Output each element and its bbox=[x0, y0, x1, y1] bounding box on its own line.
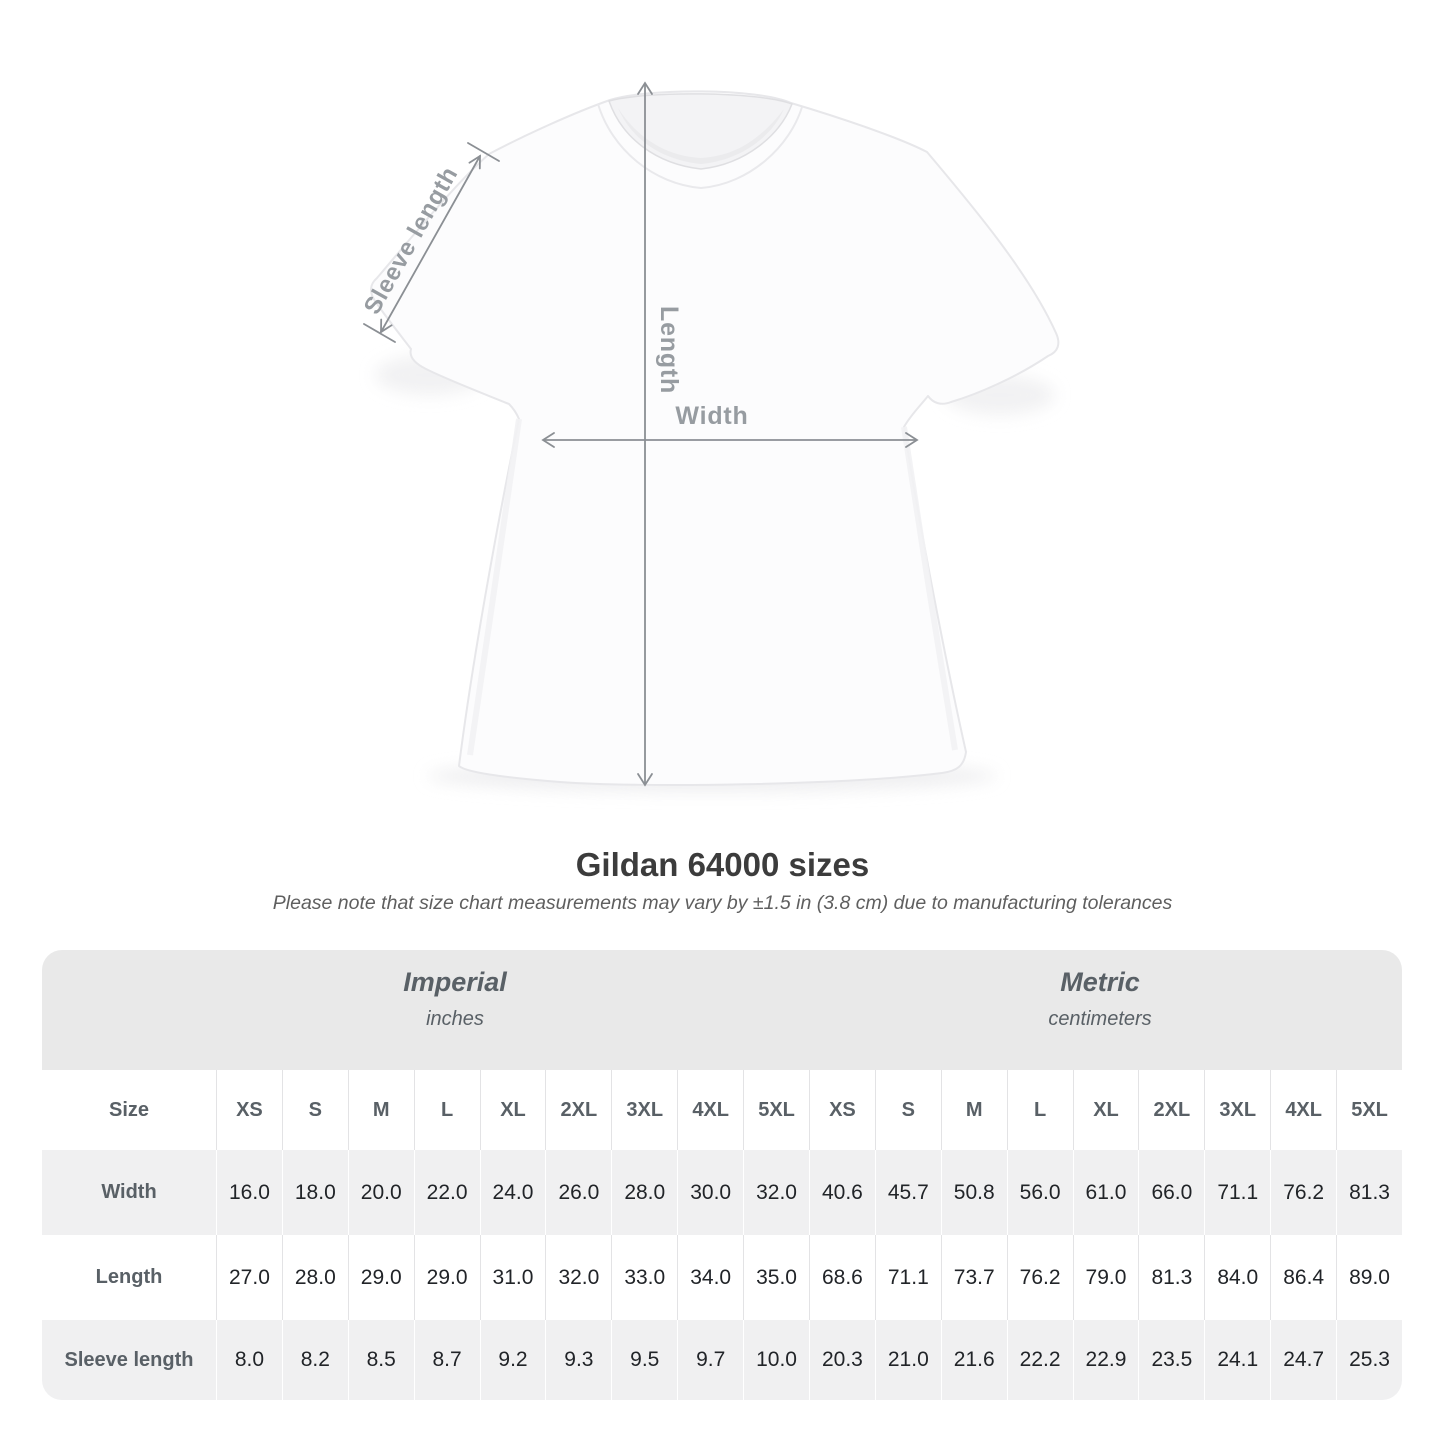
metric-group-header: Metric centimeters bbox=[1048, 967, 1151, 1031]
dimension-tick bbox=[467, 142, 500, 162]
cell-length-metric-l: 76.2 bbox=[1006, 1235, 1073, 1320]
cell-width-imperial-s: 18.0 bbox=[281, 1150, 348, 1235]
cell-sleeve-length-metric-s: 21.0 bbox=[874, 1320, 941, 1400]
cell-length-imperial-xs: 27.0 bbox=[216, 1235, 282, 1320]
cell-width-imperial-3xl: 28.0 bbox=[611, 1150, 678, 1235]
cell-sleeve-length-metric-m: 21.6 bbox=[940, 1320, 1007, 1400]
cell-sleeve-length-imperial-m: 8.5 bbox=[347, 1320, 414, 1400]
sleeve-length-arrow bbox=[363, 142, 500, 343]
cell-width-metric-3xl: 71.1 bbox=[1204, 1150, 1271, 1235]
cell-length-metric-3xl: 84.0 bbox=[1204, 1235, 1271, 1320]
cell-sleeve-length-metric-4xl: 24.7 bbox=[1270, 1320, 1337, 1400]
cell-width-imperial-xs: 16.0 bbox=[216, 1150, 282, 1235]
tshirt-image bbox=[370, 90, 1060, 786]
row-label-width: Width bbox=[42, 1150, 216, 1235]
size-header-metric-2xl: 2XL bbox=[1138, 1070, 1205, 1150]
cell-length-imperial-xl: 31.0 bbox=[479, 1235, 546, 1320]
size-header-metric-4xl: 4XL bbox=[1270, 1070, 1337, 1150]
sleeve-length-label: Sleeve length bbox=[359, 162, 464, 319]
row-label-sleeve-length: Sleeve length bbox=[42, 1320, 216, 1400]
width-arrow bbox=[541, 432, 919, 448]
size-header-metric-3xl: 3XL bbox=[1204, 1070, 1271, 1150]
size-header-metric-xl: XL bbox=[1072, 1070, 1139, 1150]
cell-width-imperial-2xl: 26.0 bbox=[545, 1150, 612, 1235]
cell-length-imperial-m: 29.0 bbox=[347, 1235, 414, 1320]
cell-sleeve-length-imperial-xl: 9.2 bbox=[479, 1320, 546, 1400]
size-header-imperial-xl: XL bbox=[479, 1070, 546, 1150]
cell-sleeve-length-imperial-xs: 8.0 bbox=[216, 1320, 282, 1400]
cell-length-imperial-2xl: 32.0 bbox=[545, 1235, 612, 1320]
cell-sleeve-length-imperial-s: 8.2 bbox=[281, 1320, 348, 1400]
cell-width-imperial-5xl: 32.0 bbox=[743, 1150, 809, 1235]
cell-length-metric-m: 73.7 bbox=[940, 1235, 1007, 1320]
size-header-metric-l: L bbox=[1006, 1070, 1073, 1150]
cell-sleeve-length-metric-xl: 22.9 bbox=[1072, 1320, 1139, 1400]
unit-group-header-band: Imperial inches Metric centimeters bbox=[42, 950, 1402, 1070]
cell-width-imperial-l: 22.0 bbox=[413, 1150, 480, 1235]
cell-width-imperial-m: 20.0 bbox=[347, 1150, 414, 1235]
size-header-metric-m: M bbox=[940, 1070, 1007, 1150]
length-arrow bbox=[637, 81, 653, 787]
size-column-header: Size bbox=[42, 1070, 216, 1150]
size-table-grid: Size XS S M L XL 2XL 3XL 4XL 5XL XS S M L XL 2XL 3XL 4XL 5… bbox=[42, 1070, 1402, 1400]
imperial-group-header: Imperial inches bbox=[403, 967, 507, 1031]
cell-width-metric-2xl: 66.0 bbox=[1138, 1150, 1205, 1235]
cell-sleeve-length-metric-l: 22.2 bbox=[1006, 1320, 1073, 1400]
cell-length-metric-s: 71.1 bbox=[874, 1235, 941, 1320]
tshirt-measurement-diagram: Sleeve length Length Width bbox=[359, 81, 1060, 792]
cell-width-imperial-xl: 24.0 bbox=[479, 1150, 546, 1235]
length-label: Length bbox=[655, 306, 683, 394]
cell-length-metric-xs: 68.6 bbox=[808, 1235, 875, 1320]
cell-length-imperial-5xl: 35.0 bbox=[743, 1235, 809, 1320]
size-header-imperial-2xl: 2XL bbox=[545, 1070, 612, 1150]
size-header-imperial-4xl: 4XL bbox=[677, 1070, 744, 1150]
tshirt-shadow bbox=[375, 355, 1055, 792]
cell-sleeve-length-imperial-l: 8.7 bbox=[413, 1320, 480, 1400]
cell-length-metric-5xl: 89.0 bbox=[1336, 1235, 1402, 1320]
cell-width-metric-l: 56.0 bbox=[1006, 1150, 1073, 1235]
cell-length-imperial-4xl: 34.0 bbox=[677, 1235, 744, 1320]
size-header-imperial-3xl: 3XL bbox=[611, 1070, 678, 1150]
cell-sleeve-length-imperial-5xl: 10.0 bbox=[743, 1320, 809, 1400]
cell-length-imperial-3xl: 33.0 bbox=[611, 1235, 678, 1320]
cell-length-imperial-l: 29.0 bbox=[413, 1235, 480, 1320]
cell-sleeve-length-metric-5xl: 25.3 bbox=[1336, 1320, 1402, 1400]
imperial-group-title: Imperial bbox=[403, 967, 507, 997]
cell-width-metric-xs: 40.6 bbox=[808, 1150, 875, 1235]
cell-width-metric-s: 45.7 bbox=[874, 1150, 941, 1235]
cell-length-metric-2xl: 81.3 bbox=[1138, 1235, 1205, 1320]
size-header-imperial-xs: XS bbox=[216, 1070, 282, 1150]
cell-width-metric-m: 50.8 bbox=[940, 1150, 1007, 1235]
cell-width-imperial-4xl: 30.0 bbox=[677, 1150, 744, 1235]
cell-length-imperial-s: 28.0 bbox=[281, 1235, 348, 1320]
cell-sleeve-length-imperial-4xl: 9.7 bbox=[677, 1320, 744, 1400]
cell-width-metric-5xl: 81.3 bbox=[1336, 1150, 1402, 1235]
cell-width-metric-xl: 61.0 bbox=[1072, 1150, 1139, 1235]
cell-sleeve-length-imperial-3xl: 9.5 bbox=[611, 1320, 678, 1400]
size-header-metric-5xl: 5XL bbox=[1336, 1070, 1402, 1150]
size-header-imperial-m: M bbox=[347, 1070, 414, 1150]
cell-sleeve-length-imperial-2xl: 9.3 bbox=[545, 1320, 612, 1400]
cell-width-metric-4xl: 76.2 bbox=[1270, 1150, 1337, 1235]
cell-length-metric-4xl: 86.4 bbox=[1270, 1235, 1337, 1320]
cell-sleeve-length-metric-2xl: 23.5 bbox=[1138, 1320, 1205, 1400]
size-chart-table: Imperial inches Metric centimeters Size X… bbox=[42, 950, 1402, 1400]
imperial-group-subtitle: inches bbox=[426, 1008, 484, 1030]
cell-length-metric-xl: 79.0 bbox=[1072, 1235, 1139, 1320]
size-header-imperial-s: S bbox=[281, 1070, 348, 1150]
size-header-imperial-l: L bbox=[413, 1070, 480, 1150]
tolerance-note: Please note that size chart measurements… bbox=[272, 892, 1173, 914]
size-header-metric-xs: XS bbox=[808, 1070, 875, 1150]
size-header-imperial-5xl: 5XL bbox=[743, 1070, 809, 1150]
row-label-length: Length bbox=[42, 1235, 216, 1320]
dimension-tick bbox=[363, 323, 396, 343]
cell-sleeve-length-metric-3xl: 24.1 bbox=[1204, 1320, 1271, 1400]
cell-sleeve-length-metric-xs: 20.3 bbox=[808, 1320, 875, 1400]
size-header-metric-s: S bbox=[874, 1070, 941, 1150]
page-title: Gildan 64000 sizes bbox=[575, 846, 870, 883]
width-label: Width bbox=[675, 402, 748, 430]
metric-group-subtitle: centimeters bbox=[1048, 1008, 1152, 1030]
metric-group-title: Metric bbox=[1060, 967, 1140, 997]
